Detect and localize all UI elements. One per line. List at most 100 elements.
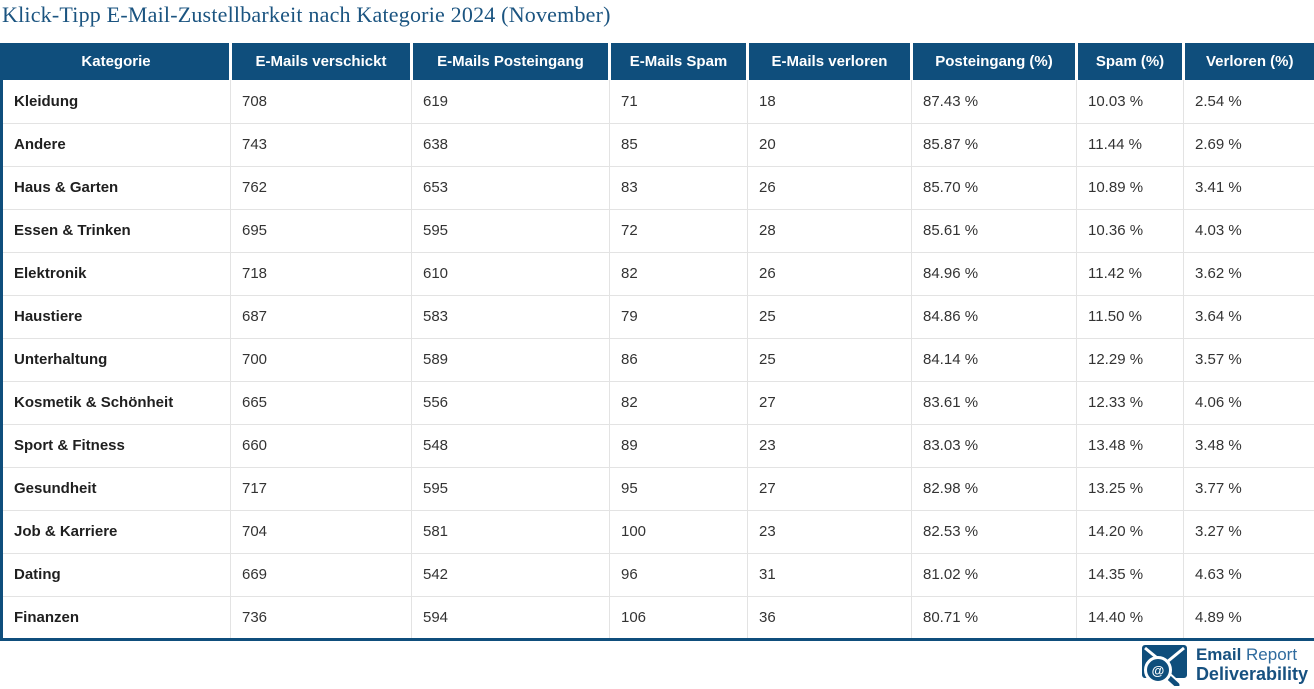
- table-header-cell: E-Mails verloren: [747, 43, 913, 80]
- table-header-cell: Verloren (%): [1183, 43, 1314, 80]
- value-cell: 12.29 %: [1076, 338, 1184, 382]
- value-cell: 736: [230, 596, 412, 639]
- value-cell: 79: [609, 295, 748, 339]
- value-cell: 542: [411, 553, 610, 597]
- table-row: Unterhaltung 700 589 86 25 84.14 % 12.29 % 3.57…: [1, 338, 1314, 382]
- table-header: Kategorie E-Mails verschickt E-Mails Poste…: [1, 43, 1314, 80]
- value-cell: 23: [747, 424, 912, 468]
- category-cell: Essen & Trinken: [1, 209, 231, 253]
- deliverability-table: Kategorie E-Mails verschickt E-Mails Poste…: [0, 43, 1314, 641]
- brand-line1: Email Report: [1196, 646, 1308, 664]
- svg-text:@: @: [1152, 663, 1165, 678]
- table-row: Finanzen 736 594 106 36 80.71 % 14.40 % 4.89 %: [1, 596, 1314, 639]
- value-cell: 95: [609, 467, 748, 511]
- value-cell: 4.89 %: [1183, 596, 1314, 639]
- table-header-cell: Kategorie: [1, 43, 232, 80]
- table-body: Kleidung 708 619 71 18 87.43 % 10.03 % 2.54 % An…: [1, 80, 1314, 639]
- value-cell: 695: [230, 209, 412, 253]
- value-cell: 85.61 %: [911, 209, 1077, 253]
- value-cell: 26: [747, 166, 912, 210]
- value-cell: 14.40 %: [1076, 596, 1184, 639]
- value-cell: 700: [230, 338, 412, 382]
- value-cell: 83.61 %: [911, 381, 1077, 425]
- value-cell: 86: [609, 338, 748, 382]
- value-cell: 665: [230, 381, 412, 425]
- value-cell: 23: [747, 510, 912, 554]
- value-cell: 2.54 %: [1183, 80, 1314, 124]
- value-cell: 82: [609, 381, 748, 425]
- value-cell: 36: [747, 596, 912, 639]
- category-cell: Unterhaltung: [1, 338, 231, 382]
- value-cell: 3.57 %: [1183, 338, 1314, 382]
- value-cell: 11.50 %: [1076, 295, 1184, 339]
- value-cell: 638: [411, 123, 610, 167]
- table-row: Elektronik 718 610 82 26 84.96 % 11.42 % 3.62 %: [1, 252, 1314, 296]
- value-cell: 660: [230, 424, 412, 468]
- category-cell: Kosmetik & Schönheit: [1, 381, 231, 425]
- page-title: Klick-Tipp E-Mail-Zustellbarkeit nach Ka…: [2, 2, 611, 27]
- table-row: Haustiere 687 583 79 25 84.86 % 11.50 % 3.64 %: [1, 295, 1314, 339]
- value-cell: 71: [609, 80, 748, 124]
- value-cell: 82: [609, 252, 748, 296]
- category-cell: Finanzen: [1, 596, 231, 639]
- value-cell: 11.44 %: [1076, 123, 1184, 167]
- value-cell: 80.71 %: [911, 596, 1077, 639]
- value-cell: 81.02 %: [911, 553, 1077, 597]
- value-cell: 82.98 %: [911, 467, 1077, 511]
- table-header-cell: E-Mails Posteingang: [411, 43, 611, 80]
- value-cell: 84.14 %: [911, 338, 1077, 382]
- value-cell: 3.64 %: [1183, 295, 1314, 339]
- value-cell: 25: [747, 338, 912, 382]
- value-cell: 14.20 %: [1076, 510, 1184, 554]
- value-cell: 3.62 %: [1183, 252, 1314, 296]
- value-cell: 595: [411, 209, 610, 253]
- table-row: Haus & Garten 762 653 83 26 85.70 % 10.89 % 3.4…: [1, 166, 1314, 210]
- value-cell: 13.25 %: [1076, 467, 1184, 511]
- table-row: Dating 669 542 96 31 81.02 % 14.35 % 4.63 %: [1, 553, 1314, 597]
- category-cell: Kleidung: [1, 80, 231, 124]
- value-cell: 10.03 %: [1076, 80, 1184, 124]
- value-cell: 589: [411, 338, 610, 382]
- table-header-row: Kategorie E-Mails verschickt E-Mails Poste…: [1, 43, 1314, 80]
- value-cell: 3.41 %: [1183, 166, 1314, 210]
- table-row: Sport & Fitness 660 548 89 23 83.03 % 13.48 % 3…: [1, 424, 1314, 468]
- value-cell: 11.42 %: [1076, 252, 1184, 296]
- brand-word-deliverability: Deliverability: [1195, 663, 1308, 684]
- value-cell: 581: [411, 510, 610, 554]
- brand-logo-text: Email Report Deliverability: [1196, 646, 1308, 684]
- envelope-magnifier-at-icon: @: [1141, 645, 1187, 686]
- value-cell: 84.96 %: [911, 252, 1077, 296]
- value-cell: 85.87 %: [911, 123, 1077, 167]
- value-cell: 610: [411, 252, 610, 296]
- value-cell: 13.48 %: [1076, 424, 1184, 468]
- value-cell: 28: [747, 209, 912, 253]
- category-cell: Haus & Garten: [1, 166, 231, 210]
- value-cell: 10.89 %: [1076, 166, 1184, 210]
- value-cell: 18: [747, 80, 912, 124]
- brand-word-report: Report: [1246, 645, 1298, 665]
- value-cell: 82.53 %: [911, 510, 1077, 554]
- table-row: Kleidung 708 619 71 18 87.43 % 10.03 % 2.54 %: [1, 80, 1314, 124]
- value-cell: 619: [411, 80, 610, 124]
- value-cell: 669: [230, 553, 412, 597]
- value-cell: 25: [747, 295, 912, 339]
- category-cell: Job & Karriere: [1, 510, 231, 554]
- value-cell: 583: [411, 295, 610, 339]
- value-cell: 10.36 %: [1076, 209, 1184, 253]
- value-cell: 595: [411, 467, 610, 511]
- category-cell: Andere: [1, 123, 231, 167]
- value-cell: 26: [747, 252, 912, 296]
- table-header-cell: Posteingang (%): [911, 43, 1078, 80]
- value-cell: 20: [747, 123, 912, 167]
- value-cell: 83: [609, 166, 748, 210]
- brand-logo: @ Email Report Deliverability: [1141, 644, 1308, 686]
- category-cell: Elektronik: [1, 252, 231, 296]
- value-cell: 4.63 %: [1183, 553, 1314, 597]
- value-cell: 106: [609, 596, 748, 639]
- value-cell: 12.33 %: [1076, 381, 1184, 425]
- value-cell: 27: [747, 467, 912, 511]
- table-row: Kosmetik & Schönheit 665 556 82 27 83.61 % 12.…: [1, 381, 1314, 425]
- value-cell: 31: [747, 553, 912, 597]
- value-cell: 718: [230, 252, 412, 296]
- value-cell: 708: [230, 80, 412, 124]
